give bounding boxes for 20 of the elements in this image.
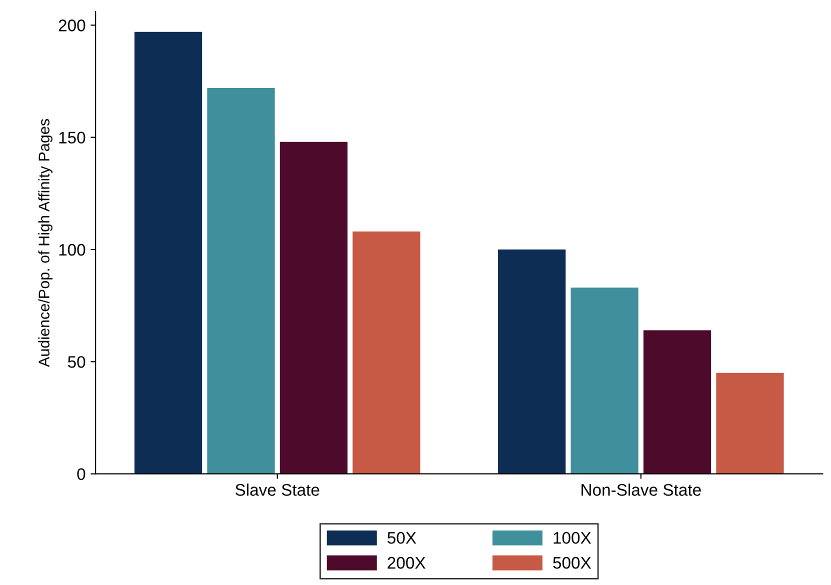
bar	[280, 142, 348, 474]
bar	[352, 232, 420, 474]
bar	[643, 330, 712, 474]
y-tick-label: 150	[59, 132, 86, 144]
x-tick-label: Non-Slave State	[582, 484, 701, 496]
y-axis-title: Audience/Pop. of High Affinity Pages	[38, 119, 52, 368]
y-tick-label: 50	[68, 356, 86, 368]
y-tick-label: 200	[58, 20, 86, 32]
bar	[134, 32, 202, 474]
bar	[570, 288, 638, 474]
y-tick-label: 100	[59, 244, 86, 256]
y-tick-label: 0	[77, 468, 86, 480]
bar	[716, 372, 784, 474]
legend-label: 50X	[388, 532, 416, 544]
bar	[498, 250, 566, 474]
bar	[207, 88, 275, 474]
legend-label: 100X	[554, 532, 592, 544]
x-tick-label: Slave State	[235, 484, 320, 496]
legend-label: 200X	[388, 556, 426, 569]
legend-label: 500X	[553, 556, 592, 569]
